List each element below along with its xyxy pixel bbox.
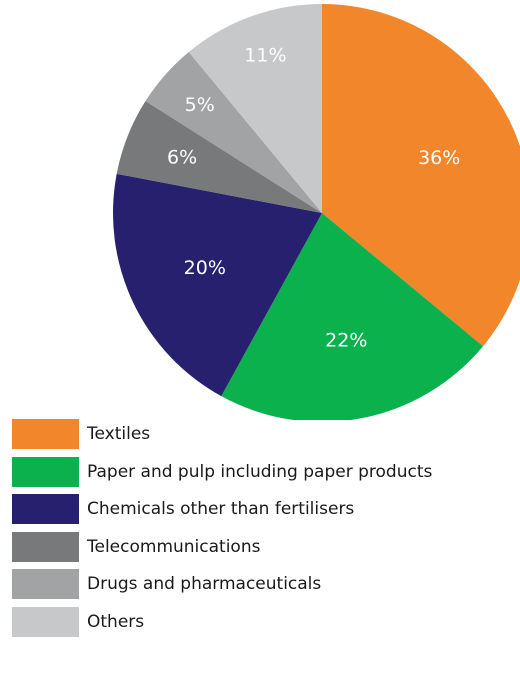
slice-value-label-others: 11%	[244, 45, 286, 67]
legend-swatch	[12, 606, 79, 637]
legend-label: Others	[87, 611, 145, 632]
pie-slice-others	[188, 4, 322, 213]
legend-swatch	[12, 494, 79, 525]
pie-slice-labels: 36% 22% 20% 6% 5% 11%	[167, 45, 460, 352]
pie-chart: 36% 22% 20% 6% 5% 11%	[112, 4, 520, 420]
legend-item-others: Others	[12, 606, 432, 637]
legend-swatch	[12, 531, 79, 562]
pie-slice-paper-and-pulp-including-paper-products	[221, 213, 484, 420]
slice-value-label-telecommunications: 6%	[167, 147, 197, 169]
slice-value-label-drugs-and-pharmaceuticals: 5%	[185, 94, 215, 116]
legend-item-paper-and-pulp-including-paper-products: Paper and pulp including paper products	[12, 456, 433, 487]
legend-item-telecommunications: Telecommunications	[12, 531, 432, 562]
legend: Textiles Paper and pulp including paper p…	[12, 419, 432, 645]
legend-item-chemicals-other-than-fertilisers: Chemicals other than fertilisers	[12, 494, 432, 525]
legend-swatch	[12, 456, 79, 487]
legend-swatch	[12, 569, 79, 600]
legend-item-drugs-and-pharmaceuticals: Drugs and pharmaceuticals	[12, 569, 432, 600]
pie-slice-telecommunications	[116, 101, 322, 213]
pie-slices	[112, 4, 520, 420]
pie-slice-textiles	[322, 4, 520, 347]
legend-label: Drugs and pharmaceuticals	[87, 574, 322, 595]
slice-value-label-chemicals-other-than-fertilisers: 20%	[184, 257, 226, 279]
slice-value-label-textiles: 36%	[418, 147, 460, 169]
pie-slice-drugs-and-pharmaceuticals	[145, 51, 322, 214]
legend-label: Chemicals other than fertilisers	[87, 499, 355, 520]
legend-label: Telecommunications	[87, 536, 261, 557]
legend-label: Textiles	[87, 424, 151, 444]
legend-label: Paper and pulp including paper products	[87, 461, 433, 482]
legend-swatch	[12, 419, 79, 449]
legend-item-textiles: Textiles	[12, 419, 432, 449]
pie-slice-chemicals-other-than-fertilisers	[112, 173, 323, 397]
slice-value-label-paper-and-pulp-including-paper-products: 22%	[325, 329, 367, 351]
